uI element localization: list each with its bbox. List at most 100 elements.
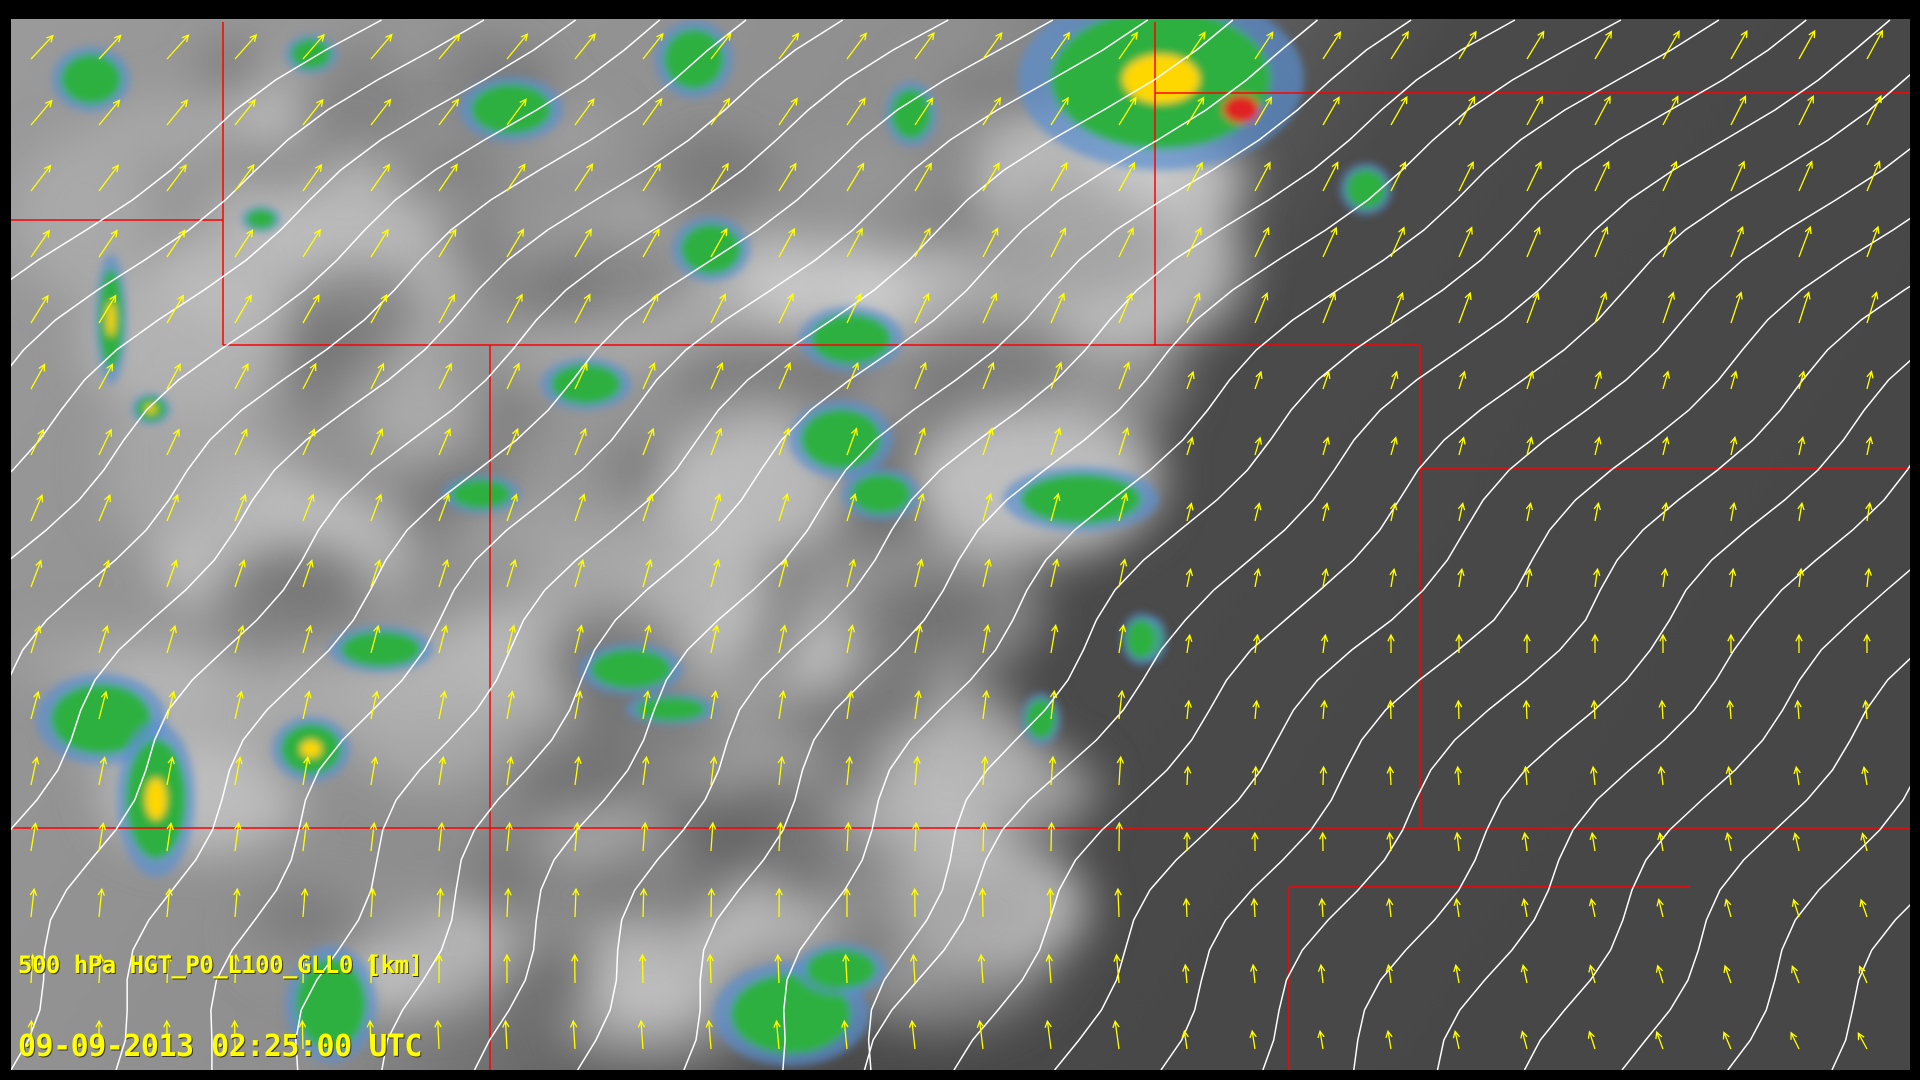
wind-arrow-shaft [302,494,314,522]
wind-arrow-head [1795,633,1803,642]
wind-arrow [1322,30,1342,60]
wind-arrow-head [983,624,991,633]
contour-line [11,19,661,560]
wind-arrow-head [1522,699,1531,708]
wind-arrow-head [239,493,247,503]
wind-arrow-head [1186,436,1195,445]
wind-arrow [1452,1030,1461,1050]
wind-arrow-head [908,1019,917,1028]
wind-arrow-head [638,953,647,962]
wind-arrow-head [909,953,918,962]
wind-arrow-shaft [98,560,110,588]
wind-arrow-shaft [1389,700,1392,720]
wind-arrow [846,97,866,126]
wind-arrow-shaft [1730,161,1745,192]
wind-arrow-shaft [302,363,317,390]
wind-arrow-shaft [710,428,722,456]
wind-arrow [1389,567,1397,588]
cloud-patch [102,383,270,553]
wind-arrow [1730,291,1743,324]
wind-arrow-head [1860,832,1868,841]
wind-arrow-shaft [982,162,1000,192]
radar-echo [1126,619,1156,659]
wind-arrow-head [170,559,178,568]
wind-arrow-head [440,624,449,633]
wind-arrow [1525,501,1534,522]
wind-arrow-head [1790,1031,1798,1040]
wind-arrow-shaft [778,293,794,324]
wind-arrow [982,624,991,654]
wind-arrow-head [1522,765,1530,774]
wind-arrow-shaft [1658,899,1664,918]
wind-arrow-shaft [1594,292,1607,324]
wind-arrow-head [174,362,181,372]
wind-arrow-head [782,492,790,502]
wind-arrow [1660,567,1669,588]
wind-arrow-shaft [1866,371,1873,390]
height-contours [11,19,1910,1070]
wind-arrow [1526,226,1541,258]
wind-arrow [982,558,992,588]
wind-arrow-head [912,821,920,830]
wind-arrow-shaft [980,955,984,984]
wind-arrow [1050,96,1069,126]
wind-arrow [1386,765,1395,786]
radar-echo [106,301,116,337]
wind-arrow-shaft [1322,635,1326,654]
wind-arrow [706,953,715,984]
wind-arrow-shaft [1662,437,1668,456]
wind-arrow-head [435,953,443,962]
wind-arrow [98,164,120,192]
wind-arrow [234,98,256,126]
wind-arrow [1791,964,1800,984]
wind-arrow-head [366,1019,375,1028]
wind-arrow-head [244,294,252,303]
cloud-gap [532,227,694,323]
wind-arrow-shaft [166,363,181,390]
wind-arrow [368,887,377,918]
wind-arrow-shaft [1798,30,1816,60]
wind-arrow-head [1113,953,1121,962]
wind-arrow [1656,898,1664,918]
wind-arrow-shaft [1458,162,1474,192]
weather-map[interactable] [11,19,1910,1070]
wind-arrow-head [28,953,37,962]
wind-arrow-head [180,99,189,108]
wind-arrow-head [982,689,990,699]
wind-arrow-head [443,493,451,502]
wind-arrow-shaft [166,164,187,192]
wind-arrow-shaft [1390,569,1395,588]
wind-arrow [1390,95,1408,126]
wind-arrow-head [99,756,108,765]
wind-arrow-shaft [982,228,999,258]
wind-arrow [1525,567,1533,588]
wind-arrow-shaft [1662,503,1667,522]
wind-arrow-head [1318,897,1326,906]
wind-arrow-head [1185,567,1194,577]
wind-arrow-shaft [1458,437,1465,456]
wind-arrow-shaft [1186,437,1193,456]
wind-arrow-head [1060,161,1068,171]
wind-arrow [1522,699,1531,720]
wind-arrow-head [1122,426,1130,436]
wind-arrow-shaft [1662,161,1677,192]
cloud-gap [275,305,348,413]
wind-arrow-head [518,163,526,172]
wind-arrow-head [1459,370,1467,379]
wind-arrow-head [779,624,788,633]
wind-arrow-head [1866,370,1874,379]
cloud-gap [387,142,495,211]
wind-arrow [1320,633,1329,654]
wind-arrow-head [1330,226,1338,235]
wind-arrow-shaft [846,32,867,60]
wind-arrow [302,493,315,522]
contour-line [1523,569,1910,1070]
wind-arrow-head [774,953,782,962]
cloud-patch [12,136,149,297]
wind-arrow-head [1871,291,1879,300]
wind-arrow-shaft [1321,898,1324,918]
wind-arrow-shaft [1860,899,1868,918]
wind-arrow-head [437,821,446,830]
wind-arrow [302,33,325,60]
wind-arrow [914,492,925,522]
